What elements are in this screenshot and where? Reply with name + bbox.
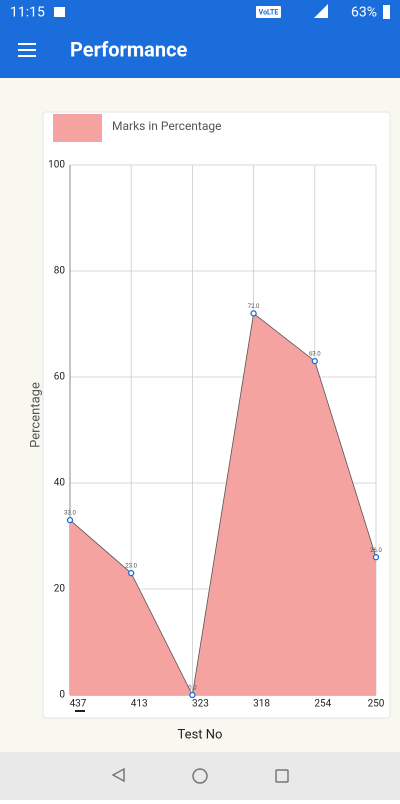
y-tick-label: 100 [48,160,65,171]
point [128,569,135,577]
point [66,516,74,524]
value-label: 72.0 [248,303,260,310]
recents-button[interactable] [275,769,289,783]
chart: Marks in Percentage 0 20 40 60 80 100 437 413 323… [48,114,385,712]
x-tick-label: 437 [70,699,87,710]
point [250,310,257,317]
x-tick-label: 250 [368,699,385,710]
nav-bar [0,752,400,800]
y-tick-label: 0 [59,690,65,701]
point [372,554,380,561]
home-button[interactable] [192,768,208,784]
selected-indicator [75,710,85,712]
back-button[interactable] [111,767,125,783]
y-axis-label: Percentage [28,382,43,448]
gallery-icon [54,7,65,17]
value-label: 23.0 [125,563,137,570]
x-tick-label: 318 [253,699,270,710]
legend-label: Marks in Percentage [112,119,221,133]
point [189,691,196,699]
value-label: 33.0 [64,510,76,517]
y-tick-label: 60 [54,372,66,383]
y-tick-label: 40 [54,478,66,489]
legend-swatch [53,114,102,142]
volte-badge [256,6,281,18]
x-tick-label: 413 [131,699,148,710]
x-tick-label: 254 [314,699,331,710]
menu-button[interactable] [18,43,36,57]
battery-icon [383,5,390,19]
signal-icon [314,4,328,18]
x-axis-label: Test No [178,727,223,742]
app-bar [0,0,400,78]
value-label: 63.0 [309,351,321,358]
point [311,357,318,365]
value-label: 0.0 [188,685,197,692]
status-time: 11:15 [10,5,45,21]
status-battery: 63% [351,5,377,21]
status-network: VoLTE [259,8,279,16]
y-tick-label: 80 [54,266,66,277]
x-tick-label: 323 [192,699,209,710]
app-title: Performance [70,37,187,61]
value-label: 26.0 [370,547,382,554]
y-tick-label: 20 [54,584,66,595]
area-line [69,312,377,697]
